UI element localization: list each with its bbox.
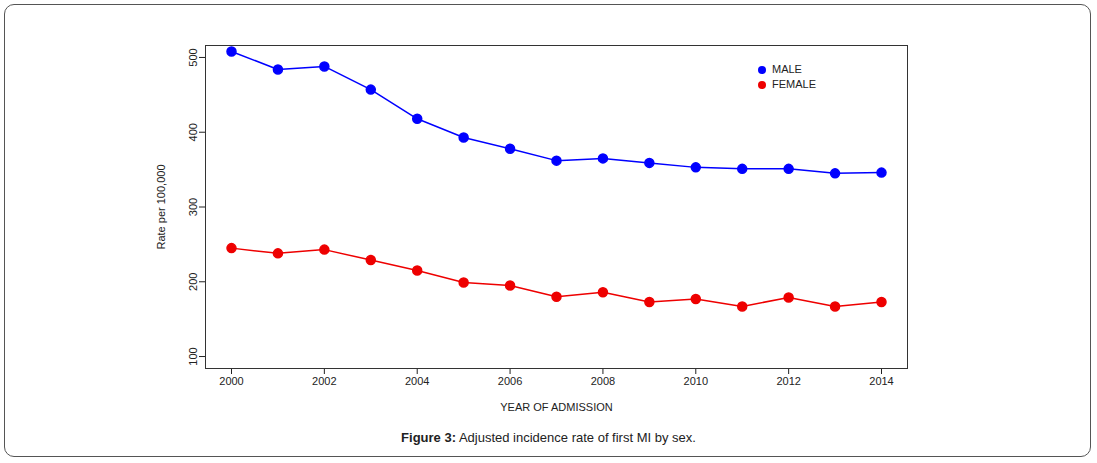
svg-text:200: 200 <box>187 273 199 291</box>
svg-text:2008: 2008 <box>591 375 615 387</box>
svg-text:400: 400 <box>187 123 199 141</box>
svg-text:Rate per 100,000: Rate per 100,000 <box>155 164 167 249</box>
html-text:FEMALE: FEMALE <box>772 78 816 90</box>
svg-text:500: 500 <box>187 48 199 66</box>
svg-text:YEAR OF ADMISSION: YEAR OF ADMISSION <box>500 401 613 413</box>
svg-text:2010: 2010 <box>684 375 708 387</box>
html-text:Figure 3: Adjusted incidence r: Figure 3: Adjusted incidence rate of fir… <box>401 430 696 445</box>
svg-text:2012: 2012 <box>776 375 800 387</box>
svg-text:2000: 2000 <box>219 375 243 387</box>
svg-text:2006: 2006 <box>498 375 522 387</box>
svg-text:2002: 2002 <box>312 375 336 387</box>
svg-text:2004: 2004 <box>405 375 429 387</box>
svg-text:300: 300 <box>187 198 199 216</box>
html-text:MALE: MALE <box>772 63 802 75</box>
svg-text:100: 100 <box>187 347 199 365</box>
svg-text:2014: 2014 <box>869 375 893 387</box>
